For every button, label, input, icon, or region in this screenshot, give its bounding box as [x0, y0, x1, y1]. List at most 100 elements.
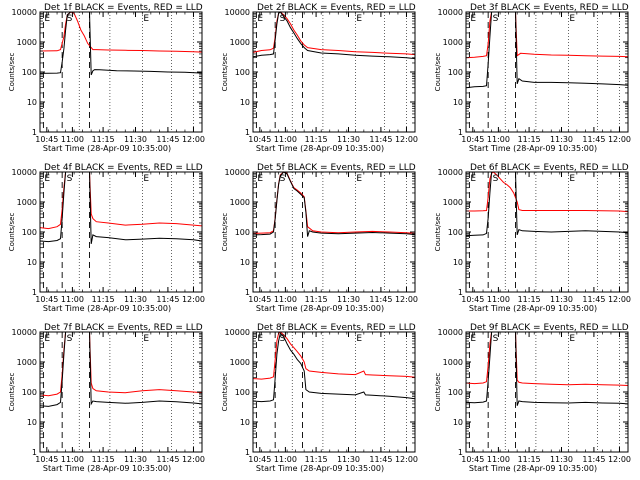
event-marker-label: E — [569, 174, 575, 184]
chart-title: Det 6f BLACK = Events, RED = LLD — [470, 163, 629, 173]
chart-panel-9: Det 9f BLACK = Events, RED = LLD 1 10 100 10… — [434, 323, 631, 473]
event-marker-label: E — [257, 174, 263, 184]
lld-series-line — [39, 171, 203, 230]
y-tick-label: 10 — [27, 418, 37, 427]
x-tick-label: 11:00 — [61, 295, 84, 304]
lld-series-line — [252, 171, 416, 234]
y-tick-label: 1000 — [17, 38, 37, 47]
y-axis-label: Counts/sec — [8, 373, 16, 412]
x-tick-label: 10:45 — [461, 295, 484, 304]
x-tick-label: 11:30 — [550, 295, 573, 304]
x-axis-label: Start Time (28-Apr-09 10:35:00) — [256, 144, 384, 153]
events-series-line — [252, 171, 416, 237]
events-series-line — [465, 331, 629, 406]
x-axis-label: Start Time (28-Apr-09 10:35:00) — [469, 464, 597, 473]
y-tick-label: 10000 — [12, 328, 37, 337]
x-tick-label: 10:45 — [35, 455, 58, 464]
chart-panel-1: Det 1f BLACK = Events, RED = LLD 1 10 100 10… — [8, 3, 205, 153]
x-tick-label: 11:15 — [305, 295, 328, 304]
event-marker-label: E — [257, 334, 263, 344]
event-marker-label: E — [356, 334, 362, 344]
events-series-line — [465, 171, 629, 237]
event-marker-label: E — [44, 14, 50, 24]
y-tick-label: 10 — [240, 418, 250, 427]
y-tick-label: 10000 — [438, 328, 463, 337]
x-tick-label: 11:30 — [124, 135, 147, 144]
x-tick-label: 11:15 — [518, 455, 541, 464]
y-tick-label: 10 — [240, 258, 250, 267]
x-tick-label: 12:00 — [395, 135, 418, 144]
y-tick-label: 1 — [458, 128, 463, 137]
x-tick-label: 11:15 — [92, 295, 115, 304]
y-tick-label: 1 — [245, 448, 250, 457]
x-tick-label: 10:45 — [35, 135, 58, 144]
x-tick-label: 12:00 — [608, 135, 631, 144]
lld-series-line — [466, 171, 629, 213]
x-tick-label: 12:00 — [182, 135, 205, 144]
y-tick-label: 10000 — [438, 8, 463, 17]
event-marker-label: S — [280, 334, 286, 344]
y-tick-label: 1000 — [17, 198, 37, 207]
lld-series-line — [39, 331, 203, 397]
x-tick-label: 11:45 — [582, 455, 605, 464]
lld-series-line — [39, 11, 203, 53]
y-tick-label: 1000 — [443, 198, 463, 207]
lld-series-line — [465, 11, 629, 59]
x-tick-label: 11:00 — [487, 455, 510, 464]
y-tick-label: 100 — [235, 68, 250, 77]
x-tick-label: 12:00 — [395, 295, 418, 304]
event-marker-label: S — [493, 174, 499, 184]
event-marker-label: S — [67, 174, 73, 184]
y-axis-label: Counts/sec — [434, 53, 442, 92]
x-axis-label: Start Time (28-Apr-09 10:35:00) — [256, 464, 384, 473]
chart-panel-4: Det 4f BLACK = Events, RED = LLD 1 10 100 10… — [8, 163, 205, 313]
x-tick-label: 11:30 — [337, 135, 360, 144]
y-tick-label: 1000 — [17, 358, 37, 367]
x-axis-label: Start Time (28-Apr-09 10:35:00) — [256, 304, 384, 313]
y-tick-label: 100 — [22, 228, 37, 237]
event-marker-label: E — [257, 14, 263, 24]
y-axis-label: Counts/sec — [8, 53, 16, 92]
y-tick-label: 10 — [240, 98, 250, 107]
x-tick-label: 11:45 — [369, 135, 392, 144]
x-tick-label: 11:00 — [61, 455, 84, 464]
y-tick-label: 1000 — [443, 38, 463, 47]
x-tick-label: 11:15 — [518, 295, 541, 304]
y-tick-label: 1 — [458, 288, 463, 297]
y-tick-label: 1 — [245, 128, 250, 137]
x-tick-label: 11:30 — [124, 455, 147, 464]
y-tick-label: 10 — [453, 258, 463, 267]
event-marker-label: S — [280, 174, 286, 184]
chart-panel-7: Det 7f BLACK = Events, RED = LLD 1 10 100 10… — [8, 323, 205, 473]
y-tick-label: 10 — [27, 258, 37, 267]
x-tick-label: 11:30 — [550, 135, 573, 144]
x-tick-label: 12:00 — [182, 295, 205, 304]
y-tick-label: 1 — [458, 448, 463, 457]
x-tick-label: 10:45 — [248, 295, 271, 304]
event-marker-label: S — [280, 14, 286, 24]
y-tick-label: 100 — [22, 388, 37, 397]
x-tick-label: 11:00 — [487, 135, 510, 144]
events-series-line — [39, 331, 203, 407]
event-marker-label: E — [569, 334, 575, 344]
x-axis-label: Start Time (28-Apr-09 10:35:00) — [43, 304, 171, 313]
x-tick-label: 11:30 — [124, 295, 147, 304]
x-tick-label: 11:45 — [156, 455, 179, 464]
event-marker-label: E — [569, 14, 575, 24]
event-marker-label: E — [44, 334, 50, 344]
event-marker-label: S — [67, 14, 73, 24]
event-marker-label: E — [470, 334, 476, 344]
x-tick-label: 10:45 — [248, 135, 271, 144]
x-tick-label: 11:45 — [156, 135, 179, 144]
y-axis-label: Counts/sec — [221, 213, 229, 252]
x-tick-label: 11:30 — [337, 455, 360, 464]
y-tick-label: 10000 — [12, 168, 37, 177]
y-tick-label: 10000 — [12, 8, 37, 17]
x-tick-label: 11:15 — [305, 135, 328, 144]
event-marker-label: E — [356, 14, 362, 24]
chart-panel-8: Det 8f BLACK = Events, RED = LLD 1 10 100 10… — [221, 323, 418, 473]
y-tick-label: 1 — [32, 128, 37, 137]
x-tick-label: 11:45 — [369, 455, 392, 464]
x-tick-label: 11:45 — [582, 135, 605, 144]
y-tick-label: 100 — [448, 228, 463, 237]
